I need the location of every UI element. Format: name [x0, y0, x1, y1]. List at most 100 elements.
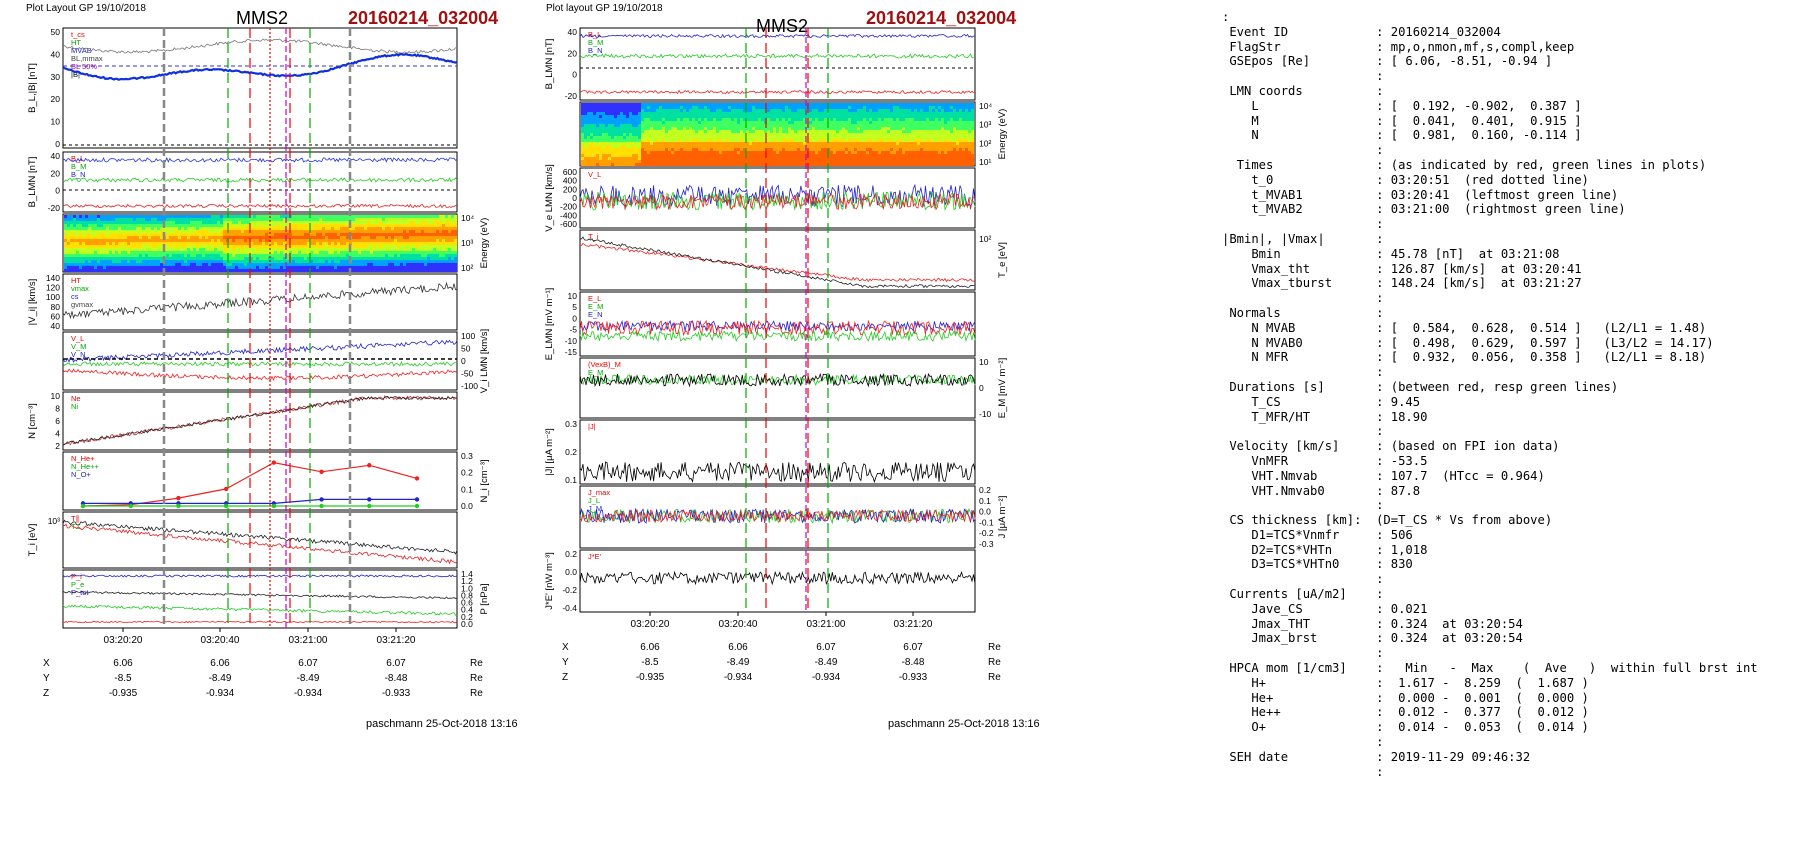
spectrogram-cell [701, 106, 704, 109]
spectrogram-cell [683, 130, 686, 133]
spectrogram-cell [331, 260, 334, 263]
spectrogram-cell [187, 254, 190, 257]
spectrogram-cell [115, 221, 118, 224]
spectrogram-cell [103, 263, 106, 266]
spectrogram-cell [674, 133, 677, 136]
spectrogram-cell [728, 136, 731, 139]
spectrogram-cell [148, 242, 151, 245]
spectrogram-cell [178, 242, 181, 245]
spectrogram-cell [151, 245, 154, 248]
spectrogram-cell [304, 218, 307, 221]
spectrogram-cell [307, 230, 310, 233]
spectrogram-cell [397, 233, 400, 236]
spectrogram-cell [436, 260, 439, 263]
spectrogram-cell [430, 218, 433, 221]
spectrogram-cell [259, 233, 262, 236]
spectrogram-cell [845, 163, 848, 166]
spectrogram-cell [283, 260, 286, 263]
spectrogram-cell [367, 245, 370, 248]
y-tick-label: 100 [46, 292, 60, 302]
spectrogram-cell [821, 145, 824, 148]
spectrogram-cell [448, 245, 451, 248]
spectrogram-cell [82, 227, 85, 230]
spectrogram-cell [614, 151, 617, 154]
spectrogram-cell [256, 251, 259, 254]
spectrogram-cell [887, 160, 890, 163]
spectrogram-cell [64, 224, 67, 227]
spectrogram-cell [623, 139, 626, 142]
spectrogram-cell [82, 254, 85, 257]
spectrogram-cell [659, 148, 662, 151]
spectrogram-cell [713, 130, 716, 133]
spectrogram-cell [85, 266, 88, 269]
spectrogram-cell [94, 257, 97, 260]
spectrogram-cell [337, 227, 340, 230]
spectrogram-cell [659, 106, 662, 109]
spectrogram-cell [340, 260, 343, 263]
spectrogram-cell [878, 160, 881, 163]
spectrogram-cell [70, 218, 73, 221]
spectrogram-cell [746, 127, 749, 130]
spectrogram-cell [626, 115, 629, 118]
spectrogram-cell [295, 242, 298, 245]
spectrogram-cell [328, 248, 331, 251]
spectrogram-cell [590, 118, 593, 121]
spectrogram-cell [316, 215, 319, 218]
spectrogram-cell [641, 112, 644, 115]
spectrogram-cell [698, 109, 701, 112]
spectrogram-cell [860, 118, 863, 121]
spectrogram-cell [274, 230, 277, 233]
spectrogram-cell [145, 245, 148, 248]
spectrogram-cell [91, 239, 94, 242]
spectrogram-cell [67, 236, 70, 239]
spectrogram-cell [581, 163, 584, 166]
spectrogram-cell [674, 139, 677, 142]
spectrogram-cell [337, 218, 340, 221]
spectrogram-cell [94, 254, 97, 257]
spectrogram-cell [67, 242, 70, 245]
spectrogram-cell [590, 103, 593, 106]
spectrogram-cell [644, 127, 647, 130]
spectrogram-cell [304, 239, 307, 242]
legend-entry: MVAB [71, 46, 92, 55]
spectrogram-cell [818, 127, 821, 130]
spectrogram-cell [235, 227, 238, 230]
spectrogram-cell [866, 148, 869, 151]
spectrogram-cell [193, 233, 196, 236]
spectrogram-cell [451, 221, 454, 224]
spectrogram-cell [379, 263, 382, 266]
spectrogram-cell [635, 151, 638, 154]
spectrogram-cell [454, 245, 457, 248]
spectrogram-cell [370, 239, 373, 242]
spectrogram-cell [292, 218, 295, 221]
spectrogram-cell [611, 112, 614, 115]
spectrogram-cell [118, 236, 121, 239]
spectrogram-cell [112, 233, 115, 236]
spectrogram-cell [340, 269, 343, 272]
spectrogram-cell [295, 215, 298, 218]
spectrogram-cell [815, 127, 818, 130]
spectrogram-cell [617, 163, 620, 166]
spectrogram-cell [647, 154, 650, 157]
spectrogram-cell [719, 130, 722, 133]
spectrogram-cell [785, 127, 788, 130]
spectrogram-cell [67, 218, 70, 221]
spectrogram-cell [830, 148, 833, 151]
spectrogram-cell [815, 160, 818, 163]
spectrogram-cell [884, 121, 887, 124]
y-tick-label: 30 [51, 72, 61, 82]
spectrogram-cell [127, 266, 130, 269]
spectrogram-cell [85, 254, 88, 257]
spectrogram-cell [689, 127, 692, 130]
spectrogram-cell [85, 221, 88, 224]
spectrogram-cell [671, 109, 674, 112]
spectrogram-cell [608, 106, 611, 109]
spectrogram-cell [644, 109, 647, 112]
spectrogram-cell [148, 245, 151, 248]
spectrogram-cell [701, 121, 704, 124]
spectrogram-cell [220, 269, 223, 272]
spectrogram-cell [343, 245, 346, 248]
spectrogram-cell [704, 121, 707, 124]
spectrogram-cell [424, 266, 427, 269]
spectrogram-cell [740, 109, 743, 112]
